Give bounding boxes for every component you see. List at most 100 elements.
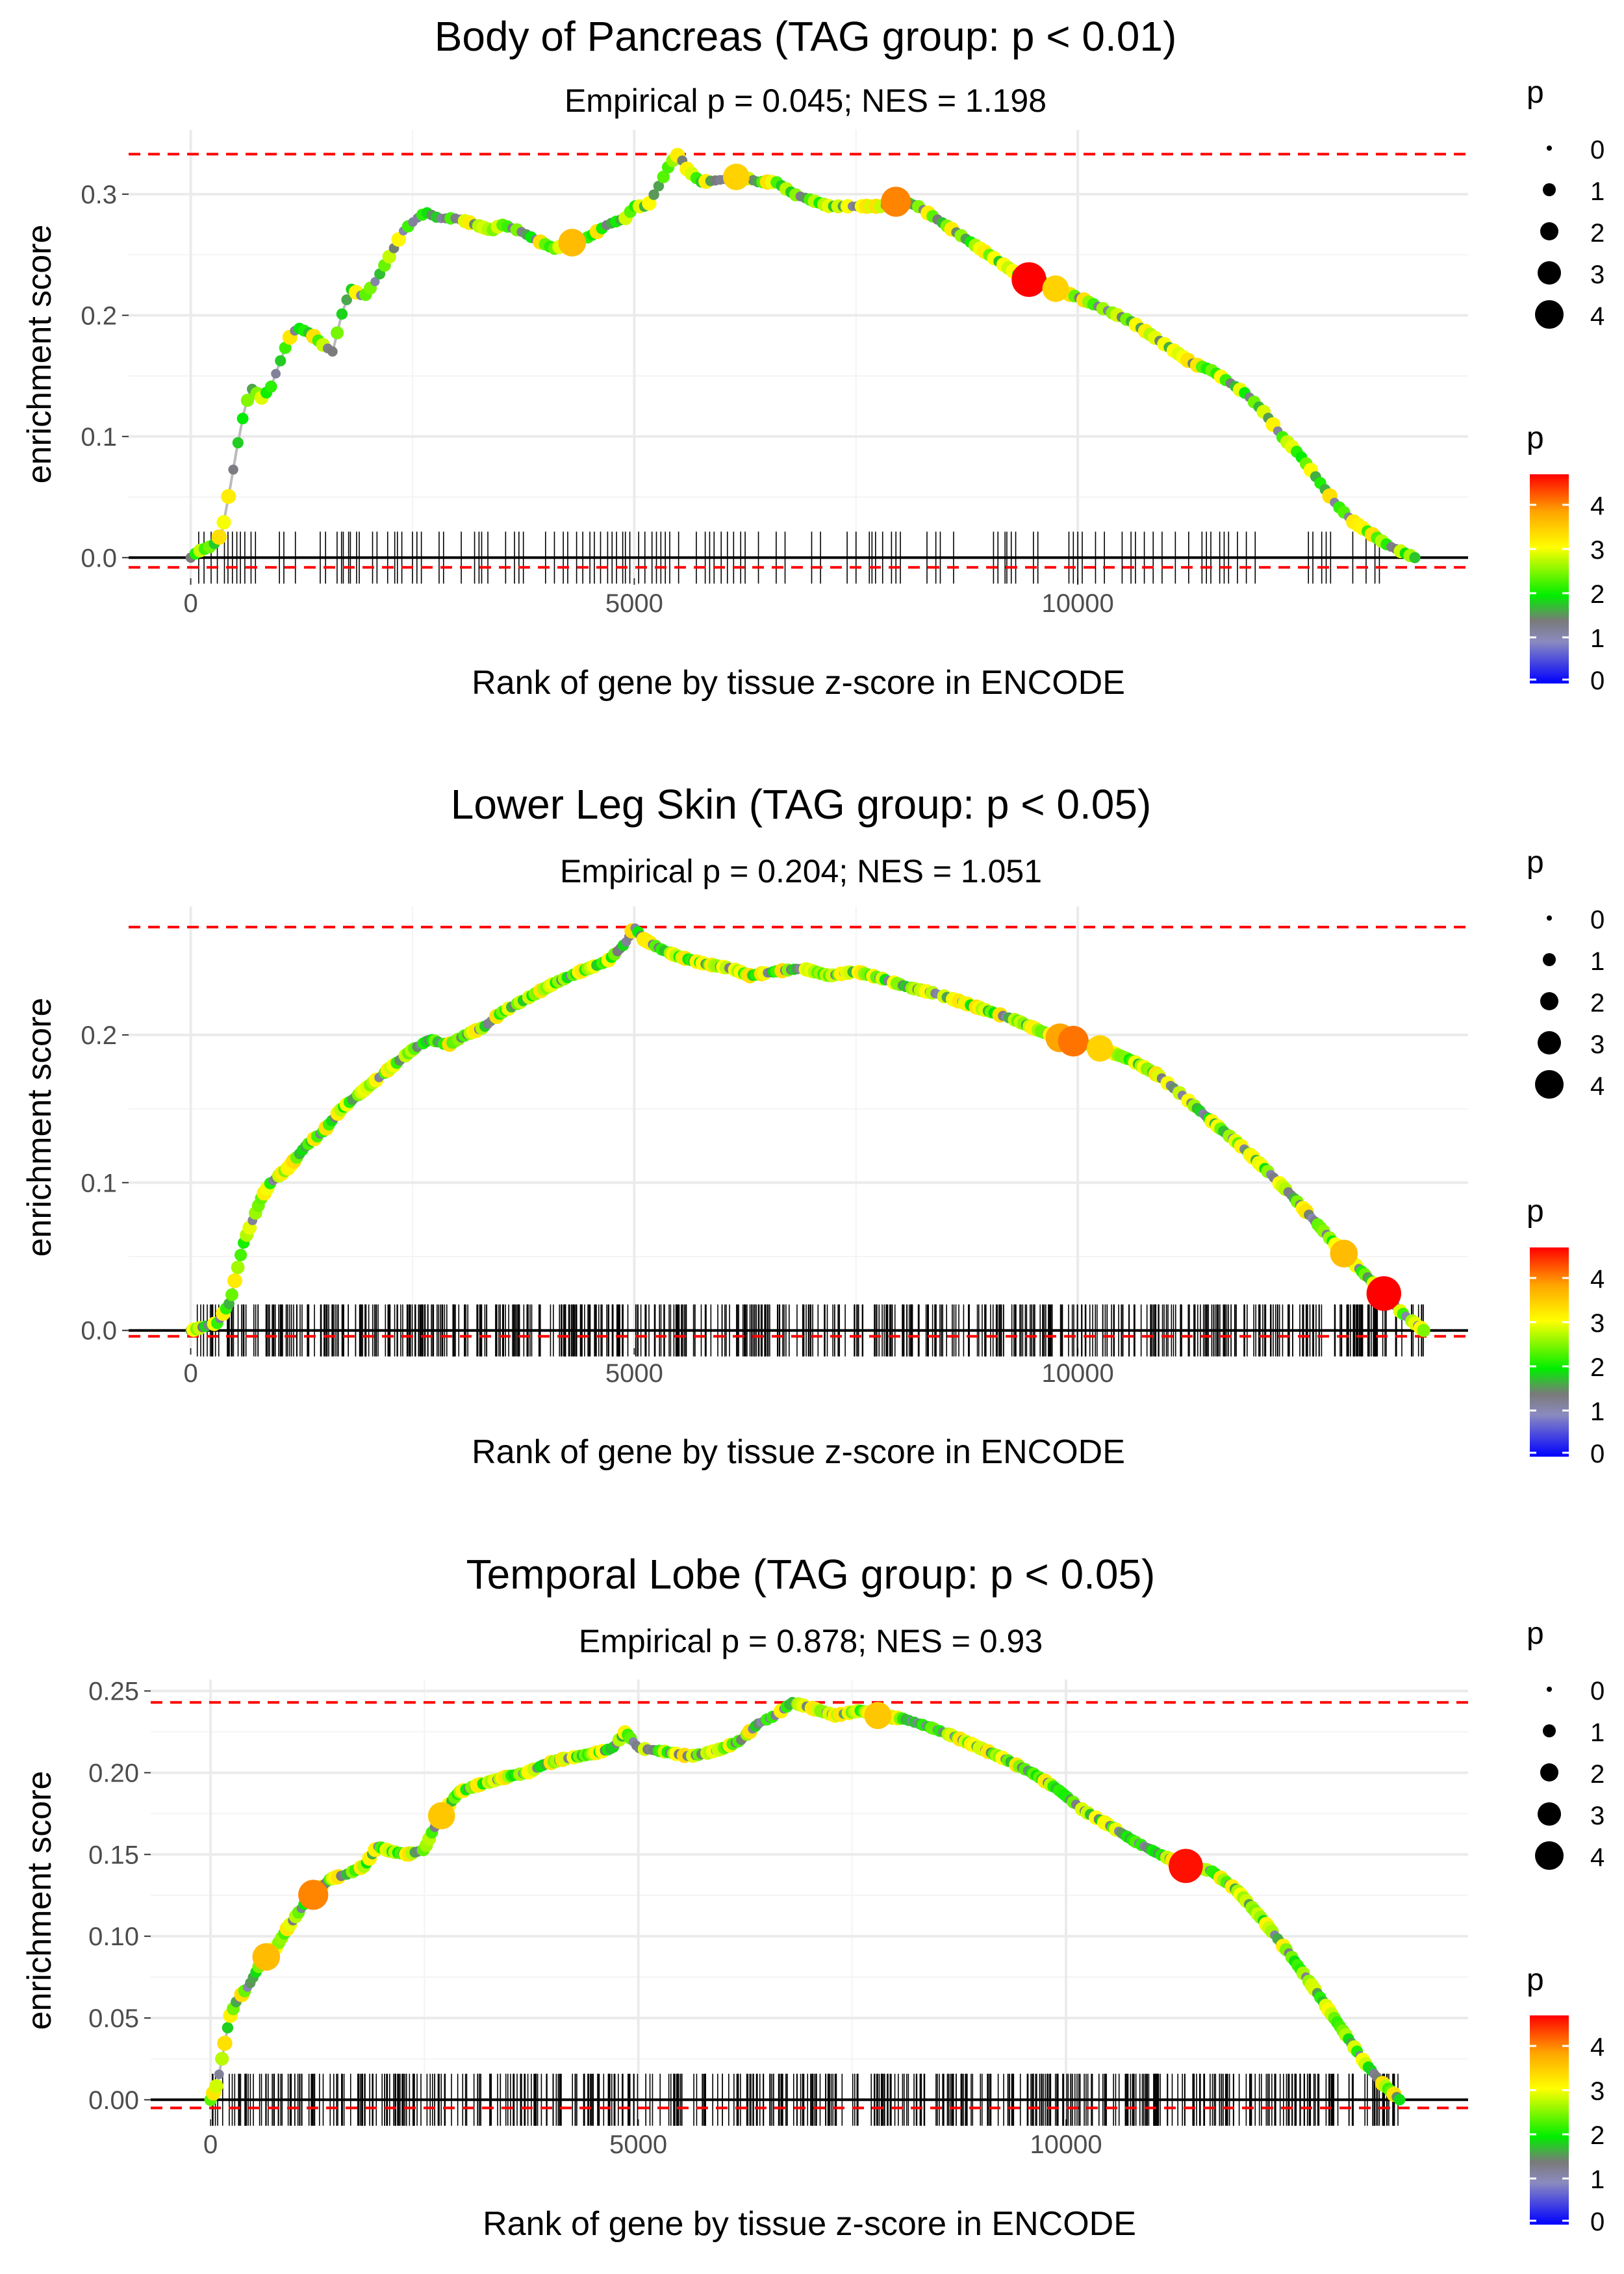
y-tick-label: 0.2 bbox=[81, 1021, 117, 1050]
y-tick-label: 0.15 bbox=[88, 1841, 139, 1869]
legend-dot bbox=[1547, 915, 1552, 921]
es-point bbox=[279, 341, 292, 354]
legend-label: 2 bbox=[1590, 1760, 1605, 1789]
es-highlight-point bbox=[881, 186, 911, 217]
legend-label: 0 bbox=[1590, 1677, 1605, 1706]
es-point bbox=[382, 249, 396, 264]
size-legend: p 0 1 2 3 4 bbox=[1527, 75, 1605, 331]
legend-dot bbox=[1540, 1763, 1558, 1782]
legend-label: 4 bbox=[1590, 1072, 1605, 1101]
y-axis-label: enrichment score bbox=[21, 998, 58, 1257]
es-highlight-point bbox=[558, 229, 587, 257]
y-tick-label: 0.05 bbox=[88, 2004, 139, 2033]
es-curve bbox=[209, 1700, 1401, 2101]
es-point bbox=[271, 368, 281, 379]
y-tick-label: 0.1 bbox=[81, 423, 117, 452]
colorbar-label: 3 bbox=[1590, 2077, 1605, 2106]
y-tick-label: 0.00 bbox=[88, 2086, 139, 2115]
es-point bbox=[216, 515, 231, 530]
legend-label: 3 bbox=[1590, 261, 1605, 289]
es-highlight-point bbox=[1058, 1025, 1089, 1057]
legend-title: p bbox=[1527, 75, 1544, 110]
es-point bbox=[657, 170, 670, 183]
es-curve bbox=[190, 925, 1425, 1332]
legend-dot bbox=[1538, 261, 1561, 285]
legend-label: 1 bbox=[1590, 1718, 1605, 1747]
es-point bbox=[341, 294, 352, 305]
panel-subtitle: Empirical p = 0.045; NES = 1.198 bbox=[565, 83, 1047, 119]
es-point bbox=[370, 277, 380, 287]
es-point bbox=[227, 1273, 242, 1288]
es-highlight-point bbox=[427, 1802, 455, 1830]
plot-area: 0.0 0.1 0.2 0 5000 10000 bbox=[81, 906, 1468, 1388]
colorbar-label: 0 bbox=[1590, 667, 1605, 695]
legend-dot bbox=[1535, 1841, 1564, 1870]
panel-subtitle: Empirical p = 0.878; NES = 0.93 bbox=[579, 1623, 1043, 1659]
es-point bbox=[331, 326, 344, 340]
y-tick-label: 0.20 bbox=[88, 1759, 139, 1787]
es-point bbox=[336, 308, 348, 320]
es-highlight-point bbox=[298, 1880, 329, 1910]
legend-dot bbox=[1540, 992, 1558, 1010]
panel-title: Lower Leg Skin (TAG group: p < 0.05) bbox=[451, 781, 1152, 828]
y-tick-label: 0.0 bbox=[81, 544, 117, 572]
legend-title: p bbox=[1527, 421, 1544, 455]
y-tick-label: 0.25 bbox=[88, 1678, 139, 1706]
panel-3: Temporal Lobe (TAG group: p < 0.05) Empi… bbox=[21, 1551, 1605, 2243]
panel-2: Lower Leg Skin (TAG group: p < 0.05) Emp… bbox=[21, 781, 1605, 1471]
colorbar bbox=[1530, 2015, 1569, 2225]
es-highlight-point bbox=[1169, 1848, 1203, 1884]
legend-label: 2 bbox=[1590, 219, 1605, 248]
colorbar-label: 4 bbox=[1590, 1265, 1605, 1294]
legend-label: 0 bbox=[1590, 136, 1605, 164]
colorbar-label: 2 bbox=[1590, 580, 1605, 609]
x-tick-label: 10000 bbox=[1030, 2130, 1102, 2159]
size-legend: p 0 1 2 3 4 bbox=[1527, 1616, 1605, 1872]
colorbar-label: 2 bbox=[1590, 2121, 1605, 2150]
y-tick-label: 0.2 bbox=[81, 301, 117, 330]
es-point bbox=[240, 394, 254, 407]
es-point bbox=[222, 2022, 234, 2034]
colorbar-label: 4 bbox=[1590, 2033, 1605, 2062]
legend-title: p bbox=[1527, 1194, 1544, 1229]
es-point bbox=[232, 437, 244, 449]
colorbar-label: 0 bbox=[1590, 1440, 1605, 1468]
colorbar bbox=[1530, 474, 1569, 683]
legend-label: 4 bbox=[1590, 1843, 1605, 1872]
legend-dot bbox=[1543, 183, 1556, 196]
panel-title: Temporal Lobe (TAG group: p < 0.05) bbox=[466, 1551, 1156, 1598]
es-highlight-point bbox=[1366, 1276, 1401, 1311]
panel-subtitle: Empirical p = 0.204; NES = 1.051 bbox=[560, 853, 1042, 889]
colorbar-label: 1 bbox=[1590, 1398, 1605, 1426]
legend-label: 3 bbox=[1590, 1030, 1605, 1059]
x-tick-label: 10000 bbox=[1042, 1359, 1114, 1388]
es-points bbox=[185, 923, 1430, 1337]
es-highlight-point bbox=[1011, 262, 1047, 297]
x-tick-label: 5000 bbox=[605, 589, 663, 618]
es-point bbox=[1417, 1323, 1430, 1337]
x-axis-label: Rank of gene by tissue z-score in ENCODE bbox=[483, 2205, 1136, 2243]
legend-label: 1 bbox=[1590, 947, 1605, 976]
es-point bbox=[214, 2069, 224, 2080]
colorbar-label: 2 bbox=[1590, 1353, 1605, 1382]
colorbar-label: 0 bbox=[1590, 2208, 1605, 2236]
legend-label: 3 bbox=[1590, 1802, 1605, 1830]
colorbar-label: 4 bbox=[1590, 492, 1605, 520]
plot-area: 0.00 0.05 0.10 0.15 0.20 0.25 0 5000 10000 bbox=[88, 1678, 1468, 2159]
legend-title: p bbox=[1527, 1616, 1544, 1651]
legend-dot bbox=[1538, 1031, 1561, 1054]
legend-dot bbox=[1543, 953, 1556, 966]
legend-dot bbox=[1535, 300, 1564, 329]
es-point bbox=[231, 1260, 245, 1274]
y-tick-label: 0.0 bbox=[81, 1317, 117, 1346]
x-tick-label: 10000 bbox=[1042, 589, 1114, 618]
colorbar-label: 3 bbox=[1590, 536, 1605, 565]
panel-1: Body of Pancreas (TAG group: p < 0.01) E… bbox=[21, 13, 1605, 702]
colorbar-label: 1 bbox=[1590, 2165, 1605, 2194]
x-tick-label: 0 bbox=[183, 1359, 197, 1388]
es-highlight-point bbox=[252, 1943, 281, 1971]
x-tick-label: 0 bbox=[203, 2130, 218, 2159]
es-point bbox=[215, 2052, 229, 2066]
es-point bbox=[327, 346, 338, 357]
